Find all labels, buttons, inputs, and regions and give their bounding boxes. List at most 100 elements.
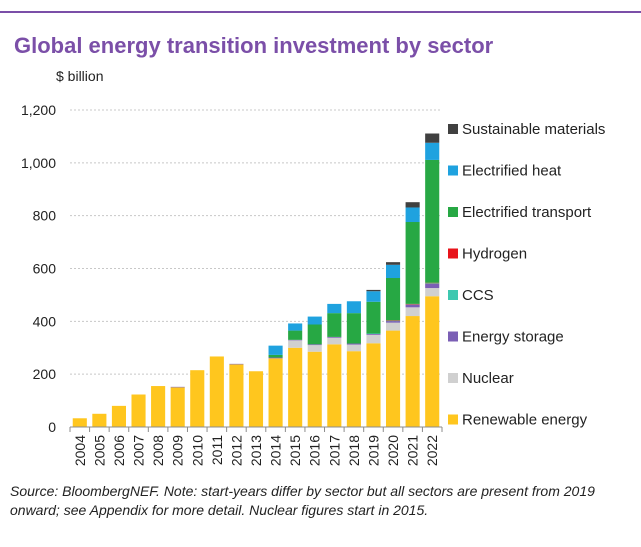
x-tick-label: 2005	[91, 435, 107, 466]
bar-segment-renewable-energy-2020	[386, 330, 401, 427]
bar-segment-nuclear-2015	[288, 340, 303, 348]
bar-segment-energy-storage-2012	[229, 363, 244, 365]
x-tick-label: 2015	[287, 435, 303, 466]
x-tick-label: 2013	[248, 435, 264, 466]
bar-segment-hydrogen-2021	[405, 303, 420, 305]
bar-segment-energy-storage-2018	[346, 343, 361, 345]
legend-label: Sustainable materials	[462, 121, 605, 138]
bar-segment-electrified-transport-2020	[386, 278, 401, 321]
bar-segment-energy-storage-2016	[307, 344, 322, 346]
bar-segment-renewable-energy-2014	[268, 358, 283, 427]
y-tick-label: 200	[33, 366, 57, 382]
bar-segment-energy-storage-2019	[366, 333, 381, 335]
bar-segment-hydrogen-2020	[386, 320, 401, 321]
bar-segment-renewable-energy-2019	[366, 343, 381, 427]
x-tick-label: 2017	[326, 435, 342, 466]
y-axis-unit-label: $ billion	[56, 68, 104, 84]
x-tick-label: 2019	[365, 435, 381, 466]
y-tick-label: 0	[48, 419, 56, 435]
bar-segment-ccs-2019	[366, 333, 381, 334]
bar-segment-renewable-energy-2009	[170, 387, 185, 428]
legend-label: Electrified heat	[462, 163, 562, 180]
legend-swatch-energy-storage	[448, 331, 458, 342]
y-tick-label: 400	[33, 313, 57, 329]
chart-title: Global energy transition investment by s…	[14, 33, 494, 58]
bar-segment-electrified-transport-2017	[327, 313, 342, 337]
bar-segment-electrified-heat-2014	[268, 345, 283, 355]
legend-label: Energy storage	[462, 329, 564, 346]
legend-swatch-renewable-energy	[448, 414, 458, 425]
bar-segment-sustainable-materials-2022	[425, 133, 440, 143]
bar-segment-renewable-energy-2007	[131, 394, 146, 427]
bar-segment-electrified-transport-2014	[268, 354, 283, 358]
x-tick-label: 2010	[189, 435, 205, 466]
bar-segment-renewable-energy-2022	[425, 296, 440, 427]
bar-segment-nuclear-2019	[366, 334, 381, 344]
bar-segment-electrified-heat-2019	[366, 291, 381, 302]
bar-segment-sustainable-materials-2020	[386, 262, 401, 265]
legend-label: Electrified transport	[462, 204, 592, 221]
bar-segment-electrified-transport-2022	[425, 159, 440, 283]
x-tick-label: 2022	[424, 435, 440, 466]
bar-segment-electrified-heat-2018	[346, 301, 361, 314]
bar-segment-sustainable-materials-2021	[405, 202, 420, 208]
bar-segment-nuclear-2018	[346, 344, 361, 352]
bar-segment-electrified-heat-2015	[288, 323, 303, 331]
bar-segment-renewable-energy-2004	[72, 418, 87, 427]
bars	[72, 133, 440, 428]
bar-segment-renewable-energy-2008	[151, 386, 166, 427]
bar-segment-renewable-energy-2018	[346, 351, 361, 427]
x-tick-label: 2007	[131, 435, 147, 466]
bar-segment-renewable-energy-2010	[190, 370, 205, 427]
bar-segment-electrified-heat-2020	[386, 264, 401, 279]
bar-segment-hydrogen-2022	[425, 282, 440, 284]
legend-swatch-electrified-heat	[448, 165, 458, 176]
x-tick-label: 2011	[209, 435, 225, 465]
legend-label: Nuclear	[462, 370, 514, 387]
y-tick-label: 800	[33, 208, 57, 224]
bar-segment-renewable-energy-2013	[248, 371, 264, 427]
bar-segment-energy-storage-2014	[268, 357, 283, 359]
legend-label: Renewable energy	[462, 412, 588, 429]
bar-segment-electrified-heat-2021	[405, 207, 420, 223]
bar-segment-renewable-energy-2016	[307, 351, 322, 427]
bar-segment-renewable-energy-2005	[92, 413, 107, 427]
source-note: Source: BloombergNEF. Note: start-years …	[10, 483, 595, 518]
legend-swatch-sustainable-materials	[448, 124, 458, 134]
legend-label: Hydrogen	[462, 246, 527, 263]
legend-swatch-electrified-transport	[448, 207, 458, 217]
x-tick-label: 2020	[385, 435, 401, 466]
x-tick-label: 2009	[170, 435, 186, 466]
bar-segment-nuclear-2021	[405, 307, 420, 317]
x-tick-label: 2021	[405, 435, 421, 466]
bar-segment-renewable-energy-2012	[229, 364, 244, 427]
x-tick-label: 2018	[346, 435, 362, 466]
bar-segment-electrified-transport-2016	[307, 324, 322, 345]
bar-segment-renewable-energy-2015	[288, 347, 303, 427]
y-tick-label: 1,200	[21, 102, 56, 118]
bar-segment-renewable-energy-2021	[405, 316, 420, 427]
x-tick-label: 2008	[150, 435, 166, 466]
bar-segment-energy-storage-2015	[288, 339, 303, 341]
legend-label: CCS	[462, 287, 494, 304]
legend-swatch-ccs	[448, 290, 458, 300]
legend: Sustainable materials Electrified heat Ele…	[448, 121, 605, 429]
bar-segment-ccs-2020	[386, 320, 401, 322]
x-tick-label: 2004	[72, 435, 88, 466]
bar-segment-nuclear-2016	[307, 345, 322, 352]
bar-segment-energy-storage-2020	[386, 321, 401, 323]
bar-segment-energy-storage-2021	[405, 304, 420, 308]
bar-segment-ccs-2021	[405, 304, 420, 305]
x-tick-label: 2016	[307, 435, 323, 466]
x-tick-label: 2014	[268, 435, 284, 466]
bar-segment-renewable-energy-2017	[327, 344, 342, 427]
top-rule	[0, 11, 641, 13]
bar-segment-electrified-heat-2022	[425, 142, 440, 160]
bar-segment-nuclear-2020	[386, 322, 401, 331]
bar-segment-electrified-transport-2021	[405, 222, 420, 304]
y-tick-label: 600	[33, 261, 57, 277]
bar-segment-electrified-transport-2018	[346, 313, 361, 344]
x-tick-label: 2012	[228, 435, 244, 466]
